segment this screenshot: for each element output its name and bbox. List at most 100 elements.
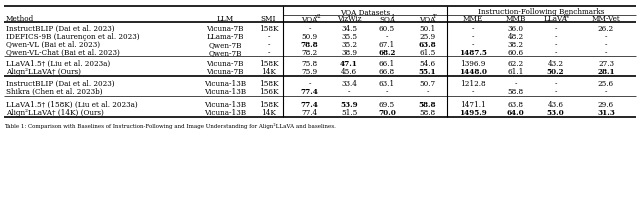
Text: 60.6: 60.6 (508, 49, 524, 57)
Text: 25.6: 25.6 (598, 80, 614, 88)
Text: 67.1: 67.1 (379, 41, 395, 49)
Text: 78.2: 78.2 (301, 49, 317, 57)
Text: 45.6: 45.6 (341, 68, 357, 76)
Text: 1495.9: 1495.9 (459, 109, 487, 116)
Text: SMI: SMI (260, 15, 276, 23)
Text: Vicuna-13B: Vicuna-13B (204, 88, 246, 95)
Text: LLaVA1.5† (Liu et al. 2023a): LLaVA1.5† (Liu et al. 2023a) (6, 60, 110, 68)
Text: MME: MME (463, 15, 483, 23)
Text: 29.6: 29.6 (598, 101, 614, 109)
Text: 25.9: 25.9 (419, 33, 436, 41)
Text: 35.5: 35.5 (341, 33, 357, 41)
Text: VQA Datasets: VQA Datasets (340, 8, 390, 16)
Text: Qwen-VL (Bai et al. 2023): Qwen-VL (Bai et al. 2023) (6, 41, 100, 49)
Text: IDEFICS-9B (Laurençon et al. 2023): IDEFICS-9B (Laurençon et al. 2023) (6, 33, 140, 41)
Text: 60.5: 60.5 (379, 25, 395, 33)
Text: Align²LLaVA† (14K) (Ours): Align²LLaVA† (14K) (Ours) (6, 109, 104, 116)
Text: Qwen-7B: Qwen-7B (208, 49, 242, 57)
Text: 63.1: 63.1 (379, 80, 395, 88)
Text: 54.6: 54.6 (419, 60, 436, 68)
Text: -: - (426, 88, 429, 95)
Text: 158K: 158K (259, 25, 278, 33)
Text: Vicuna-13B: Vicuna-13B (204, 80, 246, 88)
Text: 43.6: 43.6 (547, 101, 563, 109)
Text: 58.8: 58.8 (419, 109, 436, 116)
Text: InstructBLIP (Dai et al. 2023): InstructBLIP (Dai et al. 2023) (6, 80, 115, 88)
Text: Shikra (Chen et al. 2023b): Shikra (Chen et al. 2023b) (6, 88, 102, 95)
Text: 50.7: 50.7 (419, 80, 436, 88)
Text: 31.3: 31.3 (597, 109, 615, 116)
Text: Vicuna-7B: Vicuna-7B (206, 68, 244, 76)
Text: 66.8: 66.8 (379, 68, 395, 76)
Text: 63.8: 63.8 (508, 101, 524, 109)
Text: 77.4: 77.4 (301, 101, 319, 109)
Text: -: - (386, 33, 388, 41)
Text: Qwen-7B: Qwen-7B (208, 41, 242, 49)
Text: 158K: 158K (259, 60, 278, 68)
Text: 53.9: 53.9 (340, 101, 358, 109)
Text: 1212.8: 1212.8 (460, 80, 486, 88)
Text: 75.8: 75.8 (301, 60, 317, 68)
Text: I: I (392, 14, 394, 19)
Text: SQA: SQA (379, 15, 395, 23)
Text: -: - (386, 88, 388, 95)
Text: 70.0: 70.0 (378, 109, 396, 116)
Text: -: - (268, 33, 269, 41)
Text: LLM: LLM (216, 15, 234, 23)
Text: -: - (472, 41, 474, 49)
Text: 35.2: 35.2 (341, 41, 357, 49)
Text: 47.1: 47.1 (340, 60, 358, 68)
Text: Table 1: Comparison with Baselines of Instruction-Following and Image Understand: Table 1: Comparison with Baselines of In… (4, 122, 336, 128)
Text: -: - (472, 25, 474, 33)
Text: MM-Vet: MM-Vet (591, 15, 620, 23)
Text: 61.1: 61.1 (508, 68, 524, 76)
Text: 27.3: 27.3 (598, 60, 614, 68)
Text: InstructBLIP (Dai et al. 2023): InstructBLIP (Dai et al. 2023) (6, 25, 115, 33)
Text: 26.2: 26.2 (598, 25, 614, 33)
Text: v2: v2 (314, 14, 321, 19)
Text: W: W (564, 14, 569, 19)
Text: -: - (554, 80, 557, 88)
Text: -: - (554, 49, 557, 57)
Text: 64.0: 64.0 (507, 109, 524, 116)
Text: 68.2: 68.2 (378, 49, 396, 57)
Text: -: - (308, 80, 311, 88)
Text: 53.0: 53.0 (547, 109, 564, 116)
Text: 1487.5: 1487.5 (459, 49, 487, 57)
Text: VQA: VQA (301, 15, 317, 23)
Text: 156K: 156K (259, 88, 278, 95)
Text: -: - (605, 41, 607, 49)
Text: -: - (554, 25, 557, 33)
Text: Vicuna-7B: Vicuna-7B (206, 60, 244, 68)
Text: 158K: 158K (259, 101, 278, 109)
Text: 43.2: 43.2 (547, 60, 563, 68)
Text: -: - (554, 88, 557, 95)
Text: 77.4: 77.4 (301, 109, 317, 116)
Text: 38.2: 38.2 (508, 41, 524, 49)
Text: Qwen-VL-Chat (Bai et al. 2023): Qwen-VL-Chat (Bai et al. 2023) (6, 49, 120, 57)
Text: -: - (605, 88, 607, 95)
Text: 158K: 158K (259, 80, 278, 88)
Text: 58.8: 58.8 (508, 88, 524, 95)
Text: 69.5: 69.5 (379, 101, 395, 109)
Text: 1448.0: 1448.0 (459, 68, 487, 76)
Text: 61.5: 61.5 (419, 49, 436, 57)
Text: 66.1: 66.1 (379, 60, 395, 68)
Text: -: - (472, 33, 474, 41)
Text: Vicuna-7B: Vicuna-7B (206, 25, 244, 33)
Text: -: - (515, 80, 516, 88)
Text: 38.9: 38.9 (341, 49, 357, 57)
Text: 48.2: 48.2 (508, 33, 524, 41)
Text: -: - (605, 49, 607, 57)
Text: Method: Method (6, 15, 35, 23)
Text: -: - (308, 25, 311, 33)
Text: 1396.9: 1396.9 (460, 60, 486, 68)
Text: VizWiz: VizWiz (337, 15, 361, 23)
Text: 78.8: 78.8 (301, 41, 318, 49)
Text: 1471.1: 1471.1 (460, 101, 486, 109)
Text: -: - (268, 41, 269, 49)
Text: 77.4: 77.4 (301, 88, 319, 95)
Text: 33.4: 33.4 (341, 80, 357, 88)
Text: -: - (554, 41, 557, 49)
Text: 50.2: 50.2 (547, 68, 564, 76)
